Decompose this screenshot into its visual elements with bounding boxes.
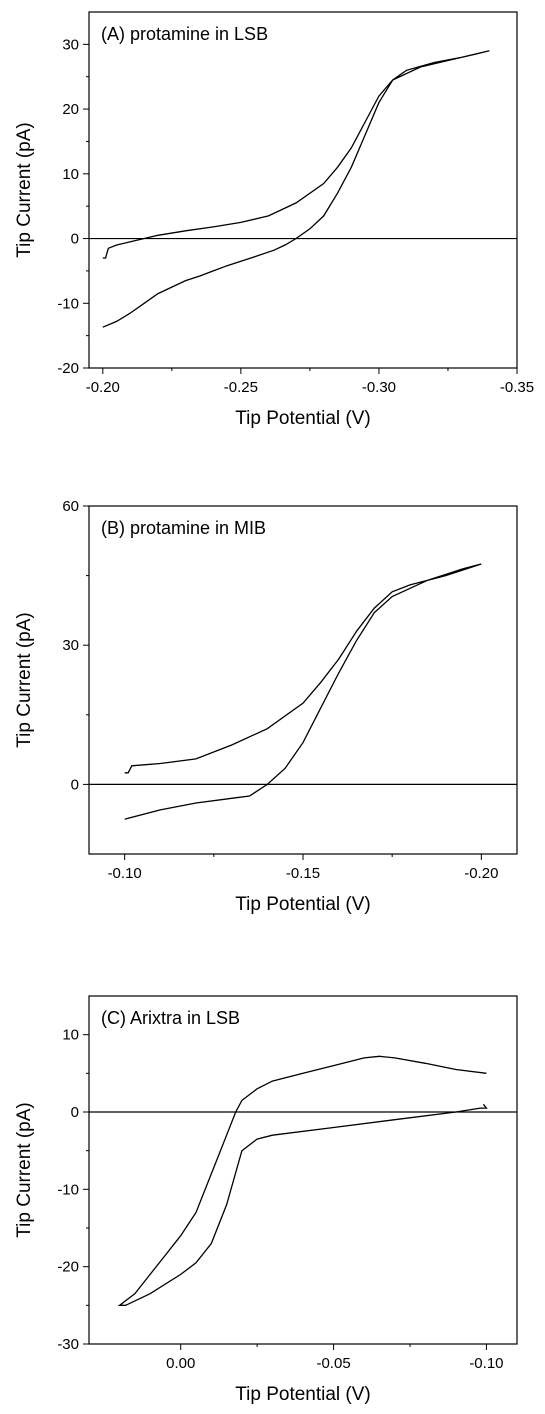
panel-c-plot-frame bbox=[88, 995, 518, 1345]
panel-c-x-tick-label: 0.00 bbox=[166, 1355, 195, 1372]
panel-a-title: (A) protamine in LSB bbox=[101, 24, 268, 44]
panel-c-series-line bbox=[117, 1055, 488, 1306]
panel-a-x-tick-label: -0.35 bbox=[500, 379, 534, 396]
panel-b-y-tick-label: 30 bbox=[62, 637, 79, 654]
panel-a-y-tick-label: 10 bbox=[62, 166, 79, 183]
panel-a-y-tick-label: 20 bbox=[62, 101, 79, 118]
panel-b-x-tick-label: -0.15 bbox=[286, 865, 320, 882]
panel-c-x-tick-label: -0.05 bbox=[316, 1355, 350, 1372]
panel-a-plot-frame bbox=[88, 11, 518, 369]
panel-a-y-axis-title: Tip Current (pA) bbox=[14, 122, 35, 258]
panel-b-x-tick-label: -0.10 bbox=[108, 865, 142, 882]
panel-b-x-tick-label: -0.20 bbox=[464, 865, 498, 882]
panel-c-y-tick-label: -20 bbox=[57, 1259, 79, 1276]
panel-a-x-tick-label: -0.25 bbox=[224, 379, 258, 396]
panel-b-y-tick-label: 60 bbox=[62, 498, 79, 515]
panel-b-plot-frame bbox=[88, 505, 518, 855]
panel-a-y-tick-label: -10 bbox=[57, 295, 79, 312]
panel-c-title: (C) Arixtra in LSB bbox=[101, 1008, 240, 1028]
panel-a-y-tick-label: 0 bbox=[71, 231, 79, 248]
panel-c-y-tick-label: 10 bbox=[62, 1027, 79, 1044]
panel-c-x-axis-title: Tip Potential (V) bbox=[235, 1384, 371, 1405]
panel-a: (A) protamine in LSB -20 -10 0 10 20 30 -0.20 -… bbox=[14, 11, 534, 429]
panel-a-y-tick-label: -20 bbox=[57, 360, 79, 377]
panel-b: (B) protamine in MIB 0 30 60 -0.10 -0.15 -0.2… bbox=[14, 498, 518, 915]
panel-c: (C) Arixtra in LSB -30 -20 -10 0 10 0.00 -0.05… bbox=[14, 995, 518, 1405]
panel-c-y-axis-title: Tip Current (pA) bbox=[14, 1102, 35, 1238]
panel-b-y-axis-title: Tip Current (pA) bbox=[14, 612, 35, 748]
panel-c-y-tick-label: -10 bbox=[57, 1181, 79, 1198]
panel-b-title: (B) protamine in MIB bbox=[101, 518, 266, 538]
panel-c-x-tick-label: -0.10 bbox=[469, 1355, 503, 1372]
panel-b-series-line bbox=[124, 563, 482, 820]
panel-b-x-axis-title: Tip Potential (V) bbox=[235, 894, 371, 915]
panel-a-series-line bbox=[102, 50, 490, 328]
panel-c-y-tick-label: 0 bbox=[71, 1104, 79, 1121]
panel-b-y-tick-label: 0 bbox=[71, 776, 79, 793]
panel-a-x-tick-label: -0.30 bbox=[362, 379, 396, 396]
panel-a-x-tick-label: -0.20 bbox=[86, 379, 120, 396]
panel-a-x-axis-title: Tip Potential (V) bbox=[235, 408, 371, 429]
panel-c-y-tick-label: -30 bbox=[57, 1336, 79, 1353]
panel-a-y-tick-label: 30 bbox=[62, 36, 79, 53]
